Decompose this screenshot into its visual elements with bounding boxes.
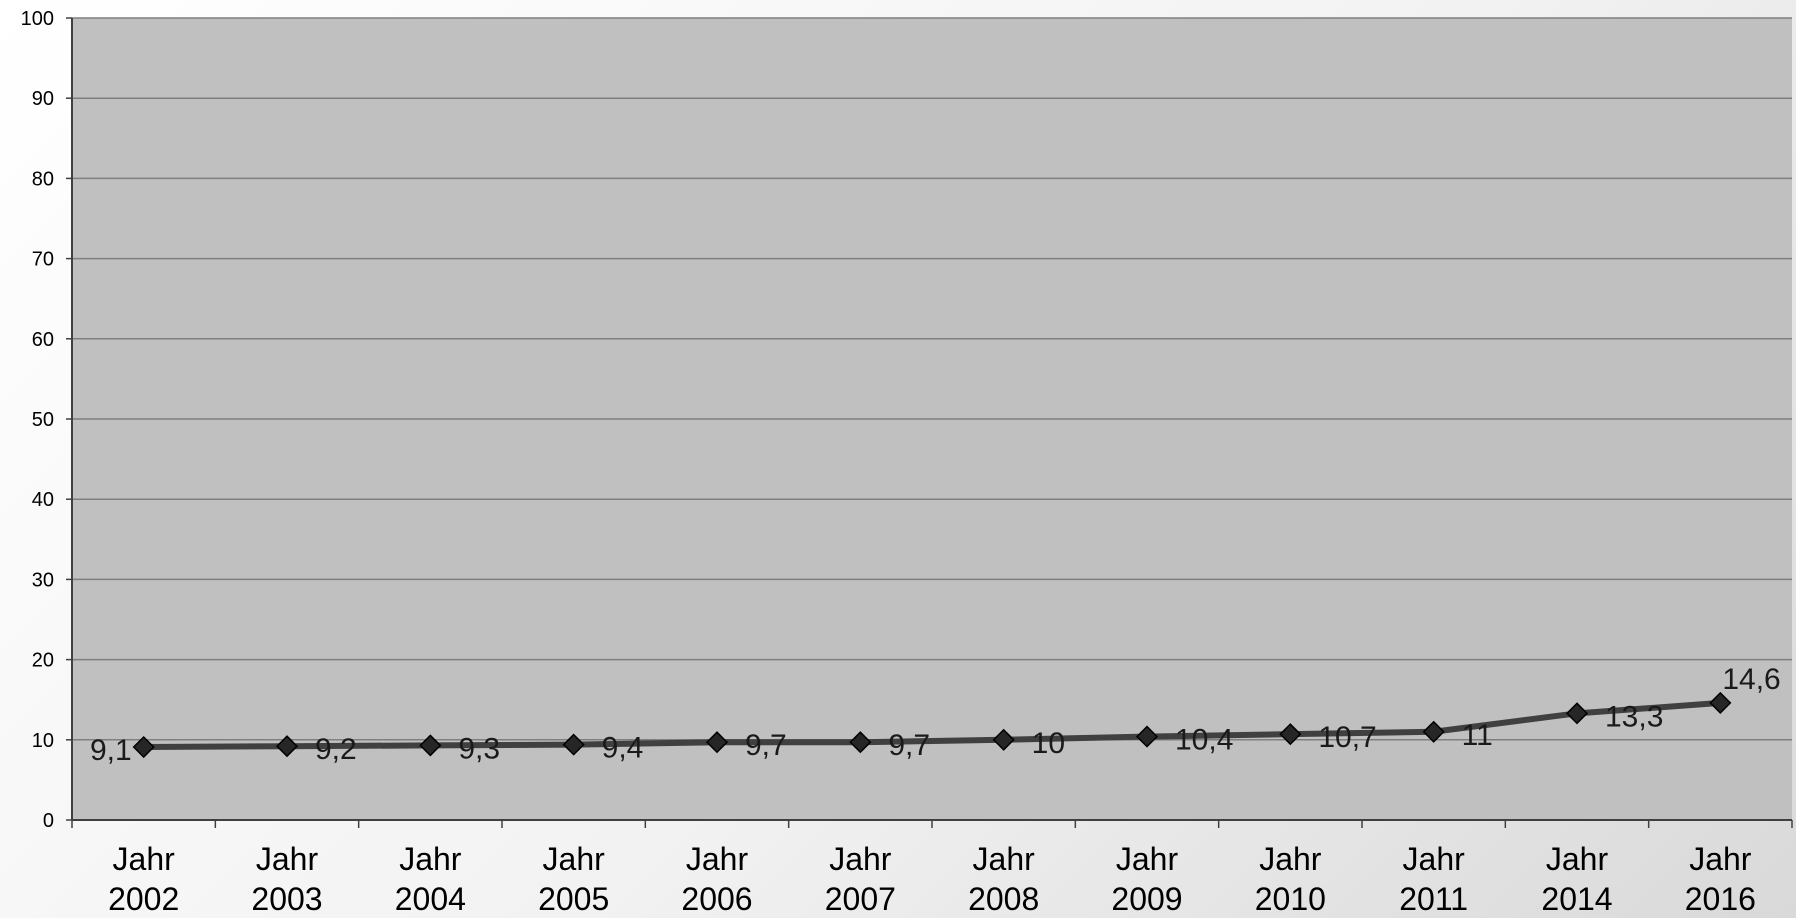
x-tick-label: Jahr 2010 [1255,841,1326,917]
data-point [275,735,299,758]
y-tick-label: 60 [32,329,54,351]
data-label: 14,6 [1722,663,1780,696]
x-tick-label: Jahr 2004 [395,841,466,917]
data-label: 9,7 [888,729,930,762]
gridlines [72,17,1792,741]
y-tick-label: 80 [32,168,54,190]
data-markers [132,691,1732,759]
data-point [705,731,729,754]
x-tick-label: Jahr 2014 [1541,841,1612,917]
data-point [1709,691,1732,714]
data-point [992,728,1015,751]
y-tick-label: 70 [32,249,54,271]
data-point [1135,725,1159,748]
data-label: 10,7 [1318,721,1376,754]
data-label: 13,3 [1605,700,1663,733]
data-point [562,733,585,756]
y-tick-label: 30 [32,569,54,591]
data-point [419,734,442,757]
y-axis-tick-labels: 0 10 20 30 40 50 60 70 80 90 100 [21,8,72,832]
y-tick-label: 0 [43,810,54,832]
x-tick-label: Jahr 2003 [251,841,322,917]
data-label: 9,3 [458,732,500,765]
x-tick-label: Jahr 2007 [825,841,896,917]
data-point [1565,702,1589,725]
series-line-group [140,699,1724,751]
x-tick-label: Jahr 2005 [538,841,609,917]
series-line [140,699,1724,751]
y-tick-label: 40 [32,489,54,511]
y-tick-label: 10 [32,730,54,752]
x-tick-label: Jahr 2011 [1399,841,1468,917]
data-label: 9,4 [602,732,644,765]
x-tick-label: Jahr 2008 [968,841,1039,917]
x-axis-tick-labels: Jahr 2002 Jahr 2003 Jahr 2004 Jahr 2005 Jahr 2006… [108,841,1756,917]
y-tick-label: 50 [32,409,54,431]
data-point [1422,720,1445,743]
data-label: 10 [1032,727,1065,760]
y-tick-label: 100 [21,8,54,30]
data-point [132,735,155,759]
y-tick-label: 90 [32,88,54,110]
x-tick-label: Jahr 2016 [1685,841,1756,917]
data-label: 11 [1462,719,1493,752]
data-label: 10,4 [1175,724,1233,757]
data-label: 9,1 [90,734,132,767]
y-tick-label: 20 [32,650,54,672]
data-labels: 9,1 9,2 9,3 9,4 9,7 9,7 10 10,4 10,7 11 13,3 14,6 [90,663,1781,767]
data-point [1279,723,1302,746]
data-point [849,731,872,754]
data-label: 9,7 [745,729,787,762]
data-label: 9,2 [315,733,357,766]
x-tick-label: Jahr 2002 [108,841,179,917]
x-tick-label: Jahr 2006 [681,841,752,917]
x-tick-label: Jahr 2009 [1111,841,1182,917]
